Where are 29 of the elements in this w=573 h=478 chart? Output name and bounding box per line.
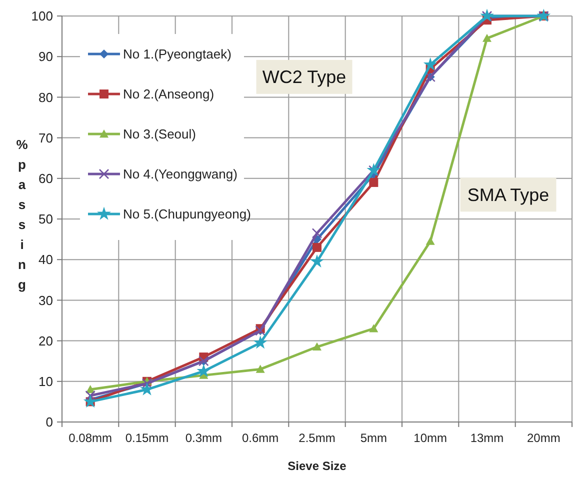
legend-label: No 4.(Yeonggwang) <box>123 166 238 182</box>
legend-label: No 3.(Seoul) <box>123 126 196 142</box>
y-tick-label: 0 <box>46 414 53 430</box>
annotation: WC2 Type <box>262 67 346 88</box>
legend-label: No 2.(Anseong) <box>123 86 214 102</box>
y-tick-label: 40 <box>38 252 53 268</box>
legend-label: No 1.(Pyeongtaek) <box>123 46 232 62</box>
x-tick-label: 0.6mm <box>242 431 279 445</box>
x-tick-label: 5mm <box>360 431 388 445</box>
legend-label: No 5.(Chupungyeong) <box>123 206 251 222</box>
y-tick-label: 90 <box>38 49 53 64</box>
x-tick-label: 0.08mm <box>68 431 112 445</box>
y-tick-label: 70 <box>38 130 53 146</box>
y-axis-title: % passing <box>16 137 28 292</box>
x-tick-label: 10mm <box>414 431 448 445</box>
x-tick-label: 20mm <box>526 431 560 445</box>
y-tick-label: 10 <box>38 374 53 389</box>
y-tick-label: 50 <box>38 212 53 227</box>
x-tick-label: 0.15mm <box>125 431 169 445</box>
y-tick-label: 80 <box>38 90 53 105</box>
x-tick-label: 2.5mm <box>298 431 336 445</box>
y-tick-label: 30 <box>38 292 53 308</box>
y-tick-label: 60 <box>38 170 53 186</box>
y-tick-label: 100 <box>31 8 53 24</box>
x-tick-label: 0.3mm <box>185 431 222 445</box>
annotation: SMA Type <box>467 184 550 205</box>
y-tick-label: 20 <box>38 333 53 348</box>
x-tick-label: 13mm <box>470 431 504 445</box>
x-axis-title: Sieve Size <box>288 459 347 473</box>
